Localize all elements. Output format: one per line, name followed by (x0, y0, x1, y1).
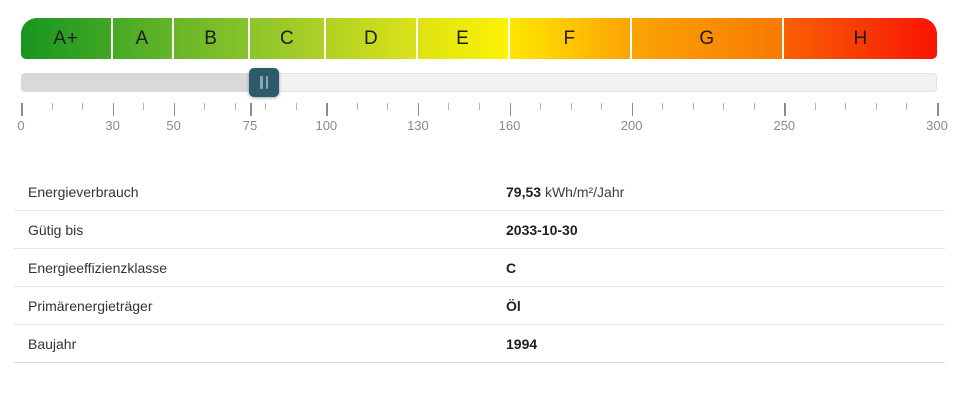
energy-class-segment-a: A (112, 18, 174, 59)
ruler-minor-tick (265, 103, 267, 110)
ruler-minor-tick (356, 103, 358, 110)
energy-class-segment-g: G (631, 18, 785, 59)
details-value-number: C (506, 259, 517, 276)
ruler-minor-tick (601, 103, 603, 110)
ruler-major-tick (784, 103, 786, 116)
energy-class-segment-d: D (326, 18, 418, 59)
details-value-number: Öl (506, 297, 521, 314)
details-row-value: 1994 (506, 336, 537, 352)
ruler-major-tick (250, 103, 252, 116)
ruler-minor-tick (234, 103, 236, 110)
ruler-major-tick (937, 103, 939, 116)
ruler-minor-tick (204, 103, 206, 110)
ruler-tick-label: 250 (773, 118, 796, 133)
ruler-minor-tick (906, 103, 908, 110)
energy-class-letter: F (563, 27, 576, 49)
ruler-minor-tick (479, 103, 480, 110)
details-row-value: 2033-10-30 (506, 222, 578, 238)
ruler-minor-tick (82, 103, 84, 110)
energy-class-letter: B (204, 27, 218, 49)
details-row-value: C (506, 260, 516, 276)
details-value-unit: kWh/m²/Jahr (544, 183, 625, 200)
ruler-major-tick (417, 103, 420, 116)
energy-class-letter: A+ (53, 27, 79, 49)
details-row: Baujahr 1994 (14, 325, 945, 363)
details-row-value: 79,53 kWh/m²/Jahr (506, 184, 624, 200)
details-row-label: Energieeffizienzklasse (28, 259, 168, 276)
ruler-minor-tick (51, 103, 53, 110)
details-value-number: 79,53 (506, 183, 542, 200)
ruler-minor-tick (692, 103, 694, 110)
ruler-major-tick (509, 103, 512, 116)
ruler-minor-tick (845, 103, 847, 110)
slider-grip-icon (265, 76, 268, 89)
details-row: Primärenergieträger Öl (14, 287, 945, 325)
energy-value-slider[interactable] (21, 68, 937, 97)
ruler-minor-tick (875, 103, 877, 110)
ruler-minor-tick (540, 103, 542, 110)
slider-handle[interactable] (249, 68, 279, 97)
energy-class-letter: A (135, 27, 149, 49)
ruler-tick-label: 30 (105, 118, 120, 133)
details-row-label: Baujahr (28, 335, 77, 352)
details-row: Energieeffizienzklasse C (14, 249, 945, 287)
ruler-major-tick (112, 103, 115, 116)
ruler-minor-tick (570, 103, 572, 110)
ruler-minor-tick (662, 103, 664, 110)
energy-class-letter: H (853, 27, 868, 49)
energy-class-letter: G (699, 27, 715, 49)
ruler-tick-label: 130 (407, 118, 429, 133)
ruler-tick-label: 160 (498, 118, 521, 133)
ruler: 0 30 50 75 100 130 160 200 250 300 (17, 103, 948, 137)
details-row-label: Energieverbrauch (28, 183, 139, 200)
ruler-major-tick (326, 103, 328, 116)
ruler-tick-label: 50 (166, 118, 181, 133)
ruler-tick-label: 100 (315, 118, 338, 133)
energy-class-bar: A+ A B C D E F G H (21, 18, 937, 59)
details-value-number: 1994 (506, 335, 538, 352)
energy-class-segment-h: H (784, 18, 937, 59)
energy-class-letter: D (363, 27, 379, 49)
details-value-number: 2033-10-30 (506, 221, 578, 238)
details-row-label: Gütig bis (28, 221, 84, 238)
details-row: Gütig bis 2033-10-30 (14, 211, 945, 249)
energy-class-segment-aplus: A+ (21, 18, 113, 59)
energy-class-letter: E (456, 27, 470, 49)
slider-fill (21, 73, 264, 92)
energy-class-letter: C (280, 27, 295, 49)
energy-class-segment-f: F (509, 18, 632, 59)
details-row-value: Öl (506, 298, 521, 314)
energy-class-segment-b: B (173, 18, 250, 59)
ruler-minor-tick (387, 103, 389, 110)
ruler-tick-label: 300 (926, 118, 948, 133)
ruler-tick-label: 0 (17, 118, 25, 133)
details-row-label: Primärenergieträger (28, 297, 153, 314)
ruler-minor-tick (753, 103, 755, 110)
ruler-minor-tick (814, 103, 816, 110)
ruler-minor-tick (143, 103, 145, 110)
ruler-minor-tick (723, 103, 725, 110)
ruler-minor-tick (295, 103, 297, 110)
slider-grip-icon (260, 76, 263, 89)
ruler-tick-label: 75 (242, 118, 258, 133)
details-table: Energieverbrauch 79,53 kWh/m²/Jahr Gütig b… (14, 173, 945, 363)
details-row: Energieverbrauch 79,53 kWh/m²/Jahr (14, 173, 945, 211)
ruler-major-tick (631, 103, 634, 116)
ruler-major-tick (21, 103, 23, 116)
ruler-minor-tick (448, 103, 450, 110)
ruler-major-tick (173, 103, 176, 116)
energy-class-segment-c: C (249, 18, 327, 59)
ruler-tick-label: 200 (620, 118, 643, 133)
energy-class-segment-e: E (417, 18, 510, 59)
